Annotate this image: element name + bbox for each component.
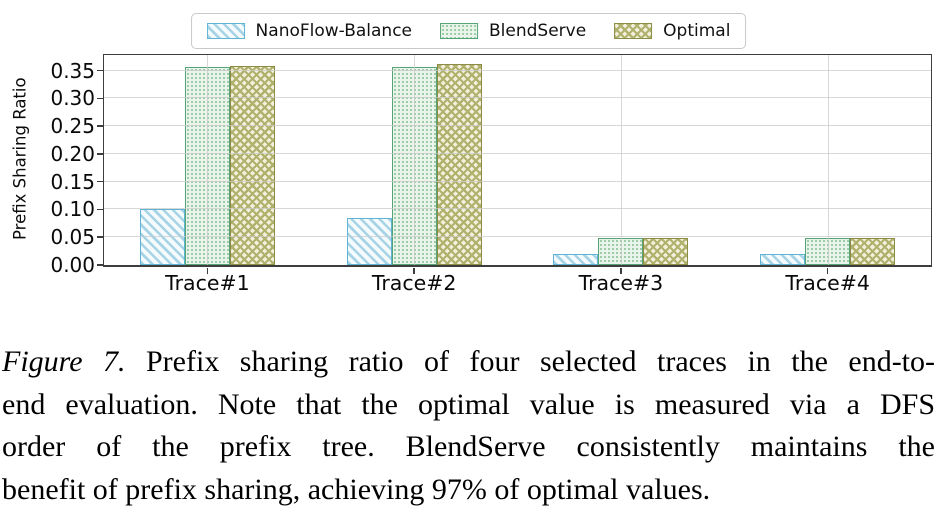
y-axis-label: Prefix Sharing Ratio — [10, 77, 30, 241]
y-tick-mark — [97, 180, 103, 183]
figure-number: Figure 7. — [2, 345, 126, 378]
y-tick-mark — [97, 236, 103, 238]
legend-item-optimal: Optimal — [614, 21, 730, 41]
bar-optimal-trace#4 — [850, 237, 896, 265]
grid-line-y — [104, 125, 931, 127]
y-tick-mark — [97, 125, 103, 127]
y-tick-label: 0.25 — [50, 114, 95, 139]
y-tick-mark — [97, 97, 103, 100]
x-tick-mark — [206, 268, 209, 274]
legend-swatch-optimal-icon — [614, 23, 653, 39]
figure-caption: Figure 7. Prefix sharing ratio of four s… — [2, 341, 935, 511]
y-tick-label: 0.10 — [50, 197, 95, 222]
caption-line-1: Figure 7. Prefix sharing ratio of four s… — [2, 341, 935, 384]
bar-nanoflow-balance-trace#4 — [760, 253, 806, 265]
prefix-sharing-chart: NanoFlow-Balance BlendServe Optimal Pref… — [10, 13, 932, 295]
legend-item-blendserve: BlendServe — [440, 21, 586, 41]
bar-nanoflow-balance-trace#2 — [346, 217, 392, 265]
caption-line-2: end evaluation. Note that the optimal va… — [2, 387, 935, 421]
y-tick-mark — [97, 153, 103, 155]
grid-line-y — [104, 152, 931, 154]
y-tick-label: 0.30 — [50, 86, 95, 111]
bar-optimal-trace#1 — [229, 66, 275, 265]
y-tick-label: 0.15 — [50, 169, 95, 194]
y-tick-mark — [97, 69, 103, 72]
x-tick-mark — [413, 268, 415, 274]
plot-area: 0.00 0.05 0.10 0.15 0.20 0.25 0.30 0.35 Trace#1 T… — [50, 54, 932, 295]
caption-text-1: Prefix sharing ratio of four selected tr… — [146, 345, 936, 378]
legend-label-blendserve: BlendServe — [489, 21, 587, 41]
bar-optimal-trace#2 — [436, 64, 482, 265]
y-tick-label: 0.05 — [50, 225, 95, 250]
y-tick-mark — [97, 264, 103, 266]
grid-line-y — [104, 69, 931, 71]
x-tick-label: Trace#2 — [371, 271, 457, 295]
y-tick-mark — [97, 208, 103, 211]
bar-nanoflow-balance-trace#3 — [553, 253, 599, 265]
legend-label-nanoflow-balance: NanoFlow-Balance — [255, 21, 413, 41]
legend-label-optimal: Optimal — [663, 21, 731, 41]
x-tick-label: Trace#1 — [165, 271, 250, 295]
y-tick-label: 0.00 — [50, 253, 95, 277]
grid-line-x — [414, 55, 416, 265]
grid-line-y — [104, 97, 931, 99]
grid-line-x — [827, 55, 829, 265]
legend-swatch-blendserve-icon — [440, 23, 479, 39]
grid-line-y — [104, 208, 931, 210]
bar-nanoflow-balance-trace#1 — [139, 209, 185, 265]
grid-line-y — [104, 180, 931, 182]
y-tick-label: 0.20 — [50, 141, 95, 166]
grid-line-x — [620, 55, 622, 265]
y-tick-label: 0.35 — [50, 58, 95, 83]
bar-optimal-trace#3 — [643, 237, 689, 265]
grid-line-y — [104, 236, 931, 238]
chart-legend: NanoFlow-Balance BlendServe Optimal — [190, 13, 747, 49]
grid-line-x — [207, 55, 209, 265]
x-tick-mark — [826, 268, 829, 274]
x-tick-label: Trace#3 — [578, 271, 664, 295]
caption-line-3: order of the prefix tree. BlendServe con… — [2, 430, 935, 463]
x-tick-mark — [620, 268, 622, 274]
legend-item-nanoflow-balance: NanoFlow-Balance — [206, 21, 413, 41]
legend-swatch-nanoflow-balance-icon — [206, 23, 245, 39]
caption-line-4: benefit of prefix sharing, achieving 97%… — [2, 472, 711, 506]
x-tick-label: Trace#4 — [785, 271, 870, 295]
